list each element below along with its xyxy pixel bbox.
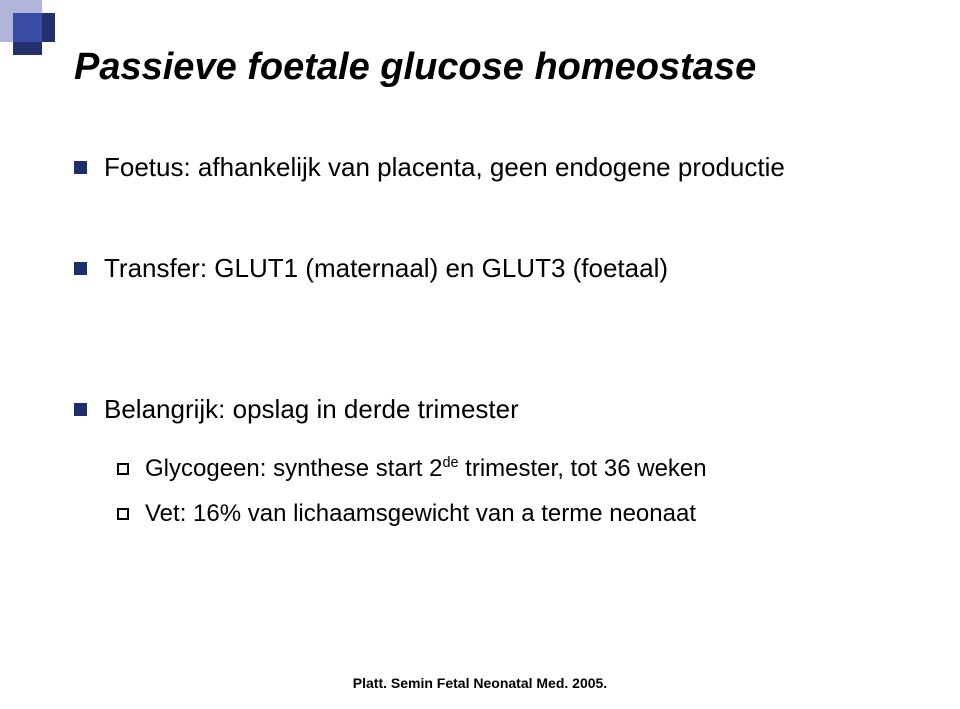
- bullet-level-1: Belangrijk: opslag in derde trimester: [74, 392, 894, 427]
- bullet-text: Glycogeen: synthese start 2de trimester,…: [145, 453, 707, 485]
- slide-body: Foetus: afhankelijk van placenta, geen e…: [74, 150, 894, 542]
- bullet-text: Foetus: afhankelijk van placenta, geen e…: [104, 150, 785, 185]
- decor-cell: [13, 42, 42, 55]
- bullet-square-icon: [74, 403, 87, 416]
- bullet-text: Belangrijk: opslag in derde trimester: [104, 392, 519, 427]
- bullet-level-1: Transfer: GLUT1 (maternaal) en GLUT3 (fo…: [74, 251, 894, 286]
- citation: Platt. Semin Fetal Neonatal Med. 2005.: [0, 675, 960, 691]
- bullet-square-icon: [74, 262, 87, 275]
- spacer: [74, 352, 894, 392]
- bullet-level-2: Glycogeen: synthese start 2de trimester,…: [117, 453, 894, 485]
- bullet-level-2: Vet: 16% van lichaamsgewicht van a terme…: [117, 498, 894, 530]
- bullet-open-square-icon: [117, 508, 129, 520]
- bullet-text: Transfer: GLUT1 (maternaal) en GLUT3 (fo…: [104, 251, 668, 286]
- decor-cell: [13, 13, 42, 42]
- bullet-square-icon: [74, 161, 87, 174]
- decor-cell: [42, 13, 55, 42]
- spacer: [74, 211, 894, 251]
- decor-cell: [13, 0, 42, 13]
- bullet-text: Vet: 16% van lichaamsgewicht van a terme…: [145, 498, 696, 530]
- slide-title: Passieve foetale glucose homeostase: [74, 46, 756, 89]
- spacer: [74, 312, 894, 352]
- bullet-level-1: Foetus: afhankelijk van placenta, geen e…: [74, 150, 894, 185]
- decor-cell: [0, 0, 13, 13]
- decor-cell: [0, 13, 13, 42]
- bullet-open-square-icon: [117, 463, 129, 475]
